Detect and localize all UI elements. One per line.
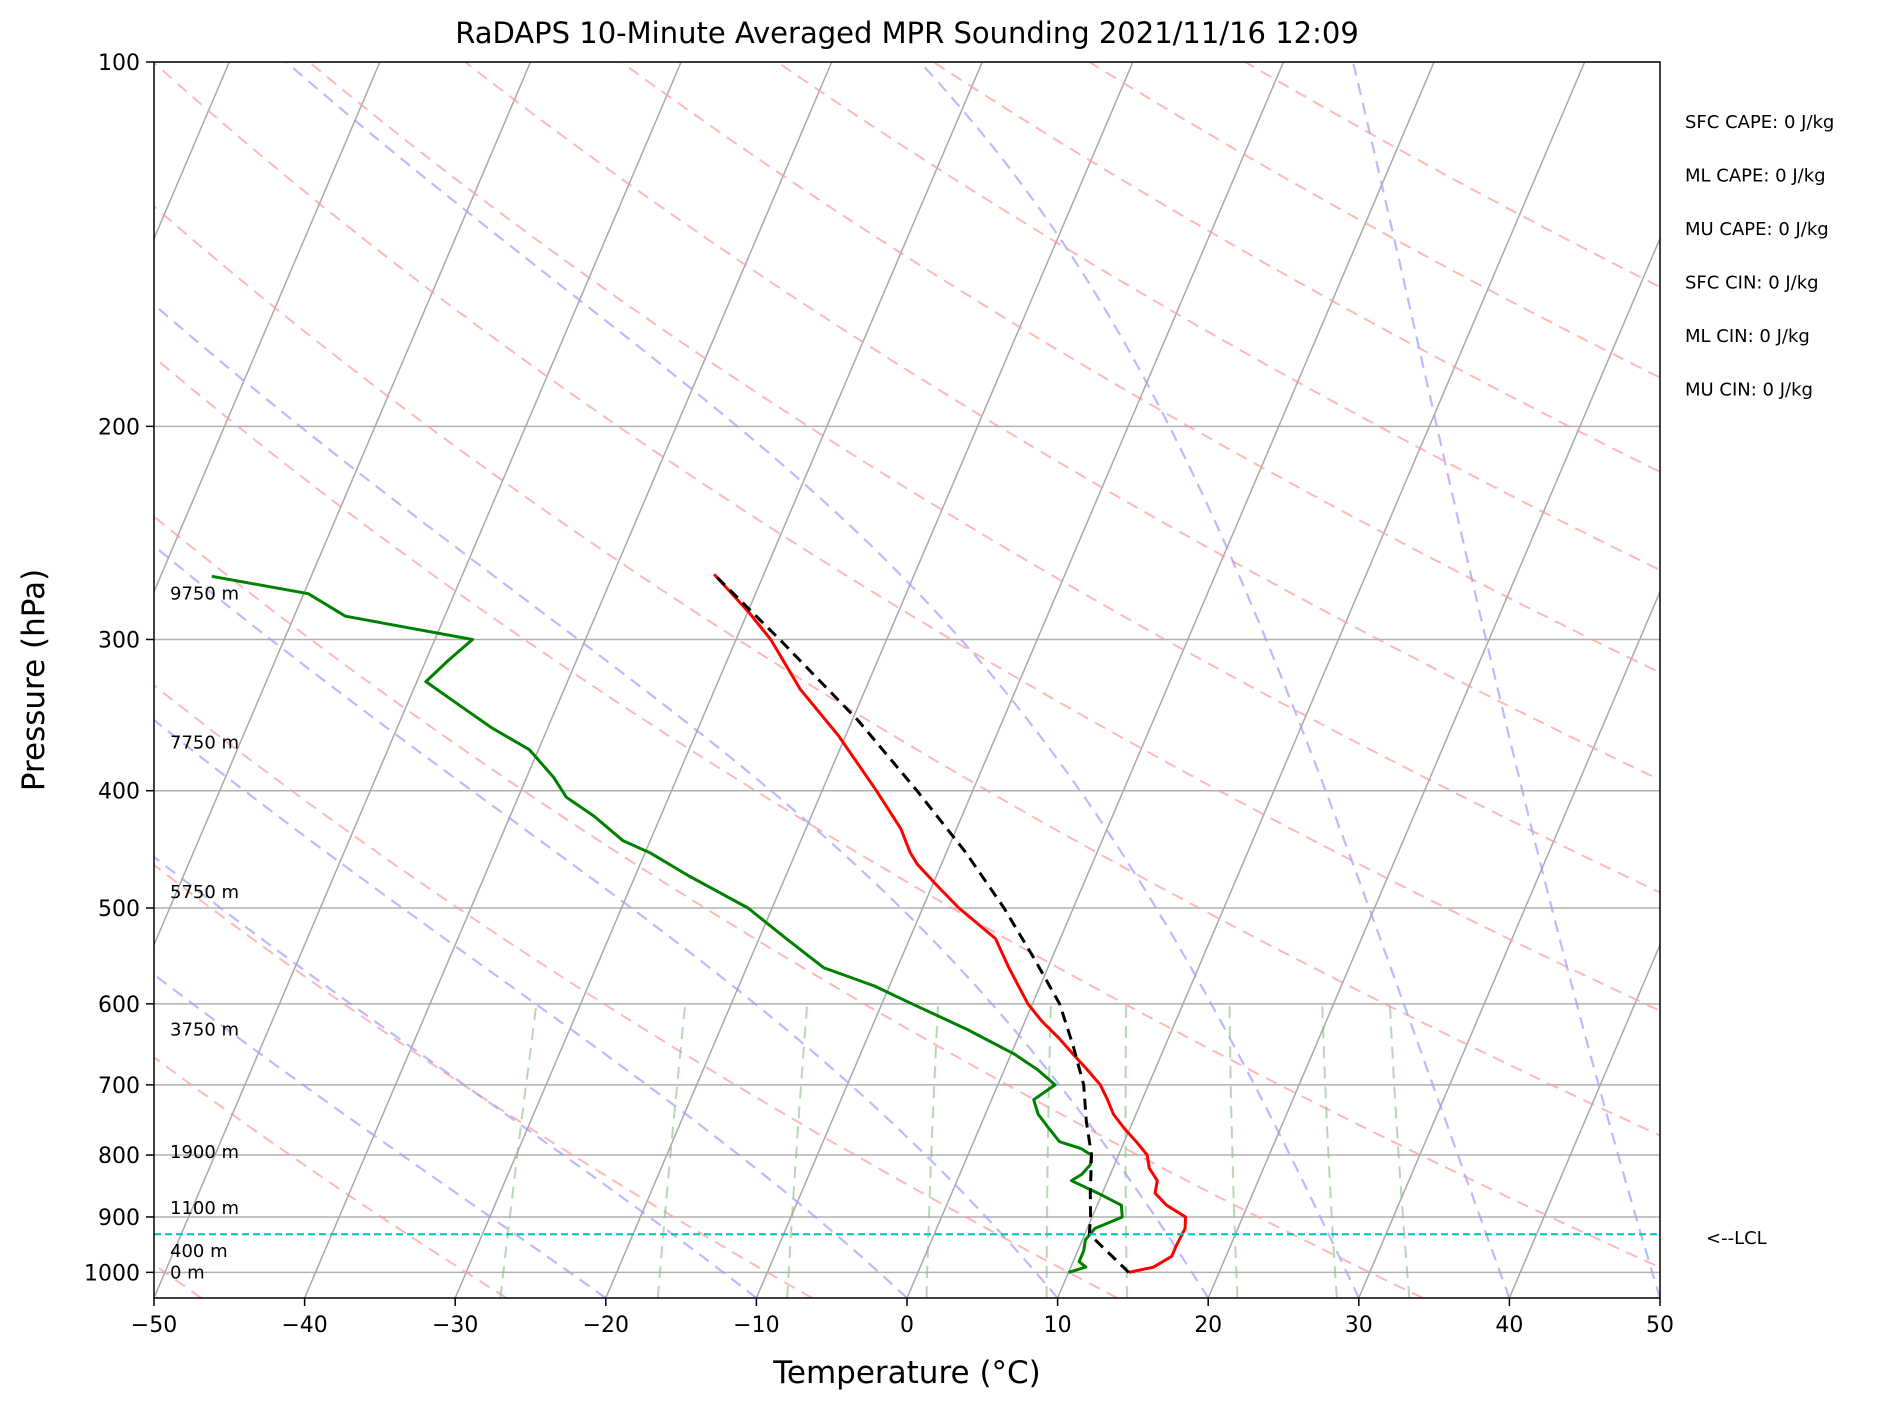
moist-adiabat bbox=[284, 62, 1360, 1298]
mixing-ratio-line bbox=[656, 1003, 687, 1298]
x-tick-label: 10 bbox=[1044, 1313, 1072, 1338]
stat-label: SFC CAPE: 0 J/kg bbox=[1685, 112, 1834, 133]
x-tick-label: −40 bbox=[281, 1313, 327, 1338]
stat-label: ML CIN: 0 J/kg bbox=[1685, 326, 1810, 347]
plot-annotations: <--LCL −50 −40 −30 −20 −10 0 10 20 30 40 50 100 200 30… bbox=[84, 51, 1834, 1338]
isotherm bbox=[1358, 589, 1660, 1298]
isotherm bbox=[605, 62, 1134, 1298]
mixing-ratio-line bbox=[1321, 1003, 1338, 1298]
x-tick-label: −20 bbox=[583, 1313, 629, 1338]
dry-adiabat bbox=[308, 62, 1660, 894]
x-axis-label: Temperature (°C) bbox=[772, 1355, 1041, 1391]
isotherm bbox=[755, 62, 1285, 1298]
isotherm bbox=[1659, 1296, 1660, 1298]
isotherm bbox=[1056, 62, 1586, 1298]
stat-label: ML CAPE: 0 J/kg bbox=[1685, 166, 1826, 187]
isotherm bbox=[906, 62, 1435, 1298]
dry-adiabat bbox=[620, 62, 1660, 674]
isotherm bbox=[454, 62, 983, 1298]
x-tick-label: −50 bbox=[131, 1313, 177, 1338]
dry-adiabat bbox=[1244, 62, 1660, 289]
y-tick-label: 900 bbox=[98, 1206, 140, 1231]
y-tick-label: 600 bbox=[98, 993, 140, 1018]
height-label: 0 m bbox=[170, 1262, 205, 1283]
plot-frame bbox=[153, 61, 1661, 1299]
moist-adiabat bbox=[1351, 62, 1660, 1298]
dry-adiabat bbox=[154, 863, 813, 1298]
plot-background-lines bbox=[154, 62, 1882, 1298]
stat-label: SFC CIN: 0 J/kg bbox=[1685, 273, 1819, 294]
height-label: 5750 m bbox=[170, 882, 239, 903]
stat-label: MU CAPE: 0 J/kg bbox=[1685, 219, 1829, 240]
x-tick-label: 0 bbox=[900, 1313, 914, 1338]
height-label: 400 m bbox=[170, 1241, 228, 1262]
temperature-profile bbox=[712, 573, 1187, 1274]
mixing-ratio-line bbox=[1228, 1003, 1239, 1298]
dry-adiabat bbox=[154, 204, 1660, 1137]
dewpoint-profile bbox=[211, 574, 1124, 1274]
isotherm bbox=[303, 62, 833, 1298]
x-tick-label: −10 bbox=[733, 1313, 779, 1338]
isotherm bbox=[1811, 62, 1882, 1298]
x-tick-label: −30 bbox=[432, 1313, 478, 1338]
moist-adiabat bbox=[154, 855, 758, 1298]
stat-label: MU CIN: 0 J/kg bbox=[1685, 380, 1813, 401]
dry-adiabat bbox=[776, 62, 1660, 572]
isotherm bbox=[154, 62, 381, 594]
mixing-ratio-line bbox=[786, 1003, 809, 1298]
y-tick-label: 400 bbox=[98, 780, 140, 805]
isotherm bbox=[1207, 236, 1660, 1298]
moist-adiabat bbox=[154, 973, 607, 1298]
height-label: 3750 m bbox=[170, 1019, 239, 1040]
x-tick-label: 30 bbox=[1345, 1313, 1373, 1338]
y-tick-label: 800 bbox=[98, 1144, 140, 1169]
y-axis-label: Pressure (hPa) bbox=[16, 569, 52, 791]
mixing-ratio-line bbox=[1388, 1003, 1411, 1298]
plot-data-lines bbox=[154, 573, 1660, 1274]
mixing-ratio-line bbox=[1045, 1003, 1052, 1298]
dry-adiabat bbox=[1088, 62, 1660, 379]
mixing-ratio-line bbox=[1124, 1003, 1128, 1298]
x-tick-label: 20 bbox=[1194, 1313, 1222, 1338]
mixing-ratio-line bbox=[499, 1003, 538, 1298]
x-tick-label: 50 bbox=[1646, 1313, 1674, 1338]
dry-adiabat bbox=[154, 515, 1424, 1298]
y-tick-label: 300 bbox=[98, 628, 140, 653]
mixing-ratio-line bbox=[925, 1003, 940, 1298]
height-label: 7750 m bbox=[170, 733, 239, 754]
height-label: 9750 m bbox=[170, 584, 239, 605]
isotherm bbox=[154, 62, 532, 947]
dry-adiabat bbox=[154, 684, 1118, 1298]
dry-adiabat bbox=[154, 62, 1660, 1012]
chart-title: RaDAPS 10-Minute Averaged MPR Sounding 2… bbox=[455, 16, 1359, 50]
moist-adiabat bbox=[154, 718, 908, 1298]
isotherm bbox=[154, 62, 682, 1298]
dry-adiabat bbox=[932, 62, 1660, 473]
height-label: 1900 m bbox=[170, 1142, 239, 1163]
x-tick-label: 40 bbox=[1495, 1313, 1523, 1338]
y-tick-label: 1000 bbox=[84, 1261, 140, 1286]
lcl-label: <--LCL bbox=[1706, 1228, 1767, 1249]
isotherm bbox=[1508, 942, 1660, 1298]
dry-adiabat bbox=[464, 62, 1660, 781]
y-tick-label: 700 bbox=[98, 1074, 140, 1099]
moist-adiabat bbox=[918, 62, 1511, 1298]
moist-adiabat bbox=[154, 303, 1210, 1298]
moist-adiabat bbox=[154, 544, 1059, 1298]
y-tick-label: 100 bbox=[98, 51, 140, 76]
y-tick-label: 500 bbox=[98, 897, 140, 922]
y-tick-label: 200 bbox=[98, 415, 140, 440]
dry-adiabat bbox=[154, 1056, 508, 1298]
height-label: 1100 m bbox=[170, 1198, 239, 1219]
dry-adiabat bbox=[154, 355, 1660, 1269]
